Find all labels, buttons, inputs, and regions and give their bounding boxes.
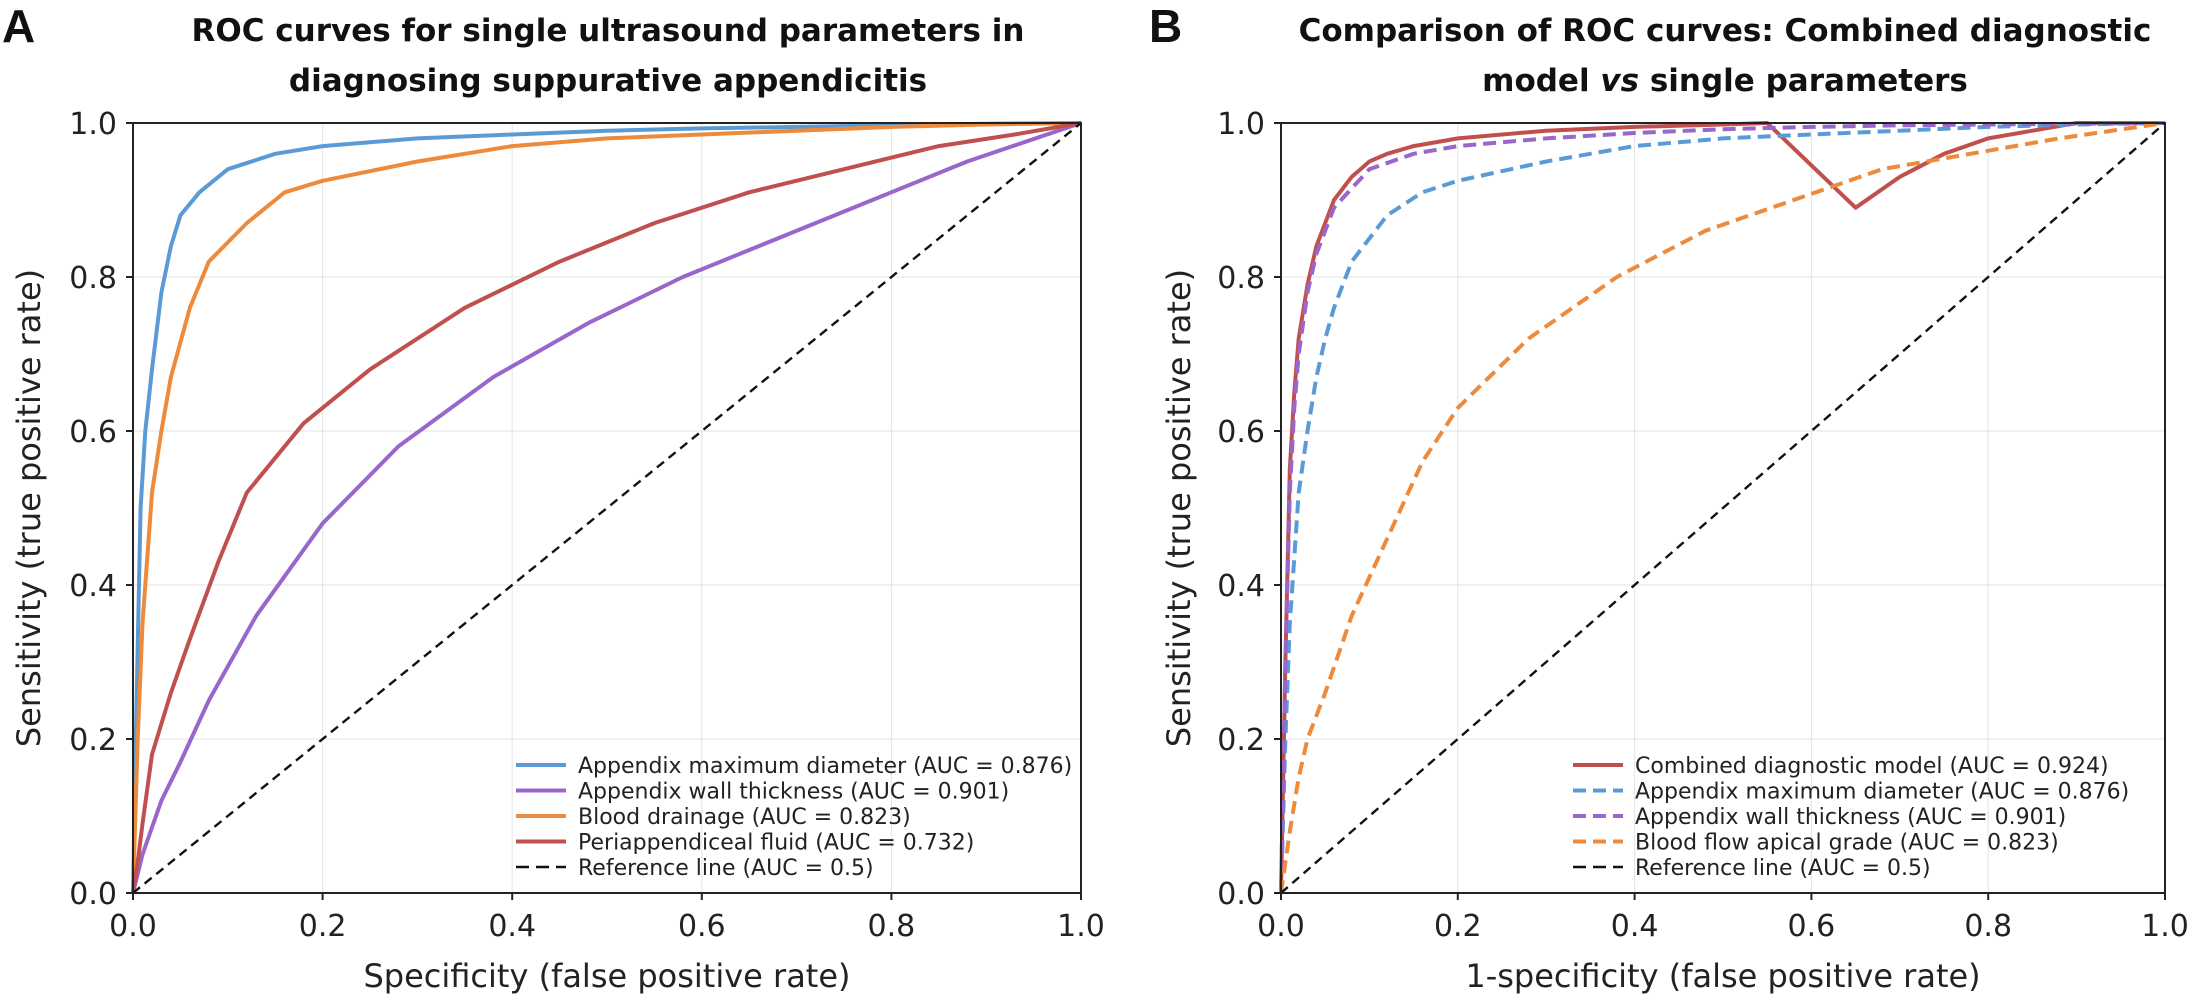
series-line xyxy=(131,121,1082,894)
series-line xyxy=(1280,122,2166,894)
y-axis-label: Sensitivity (true positive rate) xyxy=(1160,269,1198,747)
series-line xyxy=(131,121,1082,894)
y-tick-label: 0.6 xyxy=(69,415,117,450)
y-axis-label: Sensitivity (true positive rate) xyxy=(10,269,48,747)
legend-label: Periappendiceal fluid (AUC = 0.732) xyxy=(578,831,974,856)
y-tick-label: 0.2 xyxy=(69,723,117,758)
panel-a: A ROC curves for single ultrasound parame… xyxy=(2,0,1105,995)
chart-title-line: diagnosing suppurative appendicitis xyxy=(289,63,927,99)
chart-title-line: Comparison of ROC curves: Combined diagn… xyxy=(1299,13,2152,49)
y-tick-label: 0.4 xyxy=(1217,569,1265,604)
legend-label: Appendix maximum diameter (AUC = 0.876) xyxy=(1635,780,2129,805)
series-line xyxy=(131,121,1082,894)
x-tick-label: 0.4 xyxy=(1611,909,1659,944)
x-axis-label: 1-specificity (false positive rate) xyxy=(1465,957,1980,995)
y-tick-label: 0.8 xyxy=(69,261,117,296)
legend-label: Reference line (AUC = 0.5) xyxy=(578,856,874,881)
plot-frame xyxy=(1280,122,2166,894)
series-line xyxy=(131,121,1082,894)
legend-label: Appendix maximum diameter (AUC = 0.876) xyxy=(578,754,1072,779)
x-tick-label: 1.0 xyxy=(1057,909,1105,944)
y-tick-label: 0.4 xyxy=(69,569,117,604)
chart-title-line: model vs single parameters xyxy=(1482,63,1968,99)
y-tick-label: 1.0 xyxy=(1217,107,1265,142)
x-tick-label: 0.2 xyxy=(1434,909,1482,944)
legend-label: Blood drainage (AUC = 0.823) xyxy=(578,805,911,830)
x-tick-label: 1.0 xyxy=(2141,909,2188,944)
legend-label: Blood flow apical grade (AUC = 0.823) xyxy=(1635,831,2059,856)
legend-label: Appendix wall thickness (AUC = 0.901) xyxy=(578,780,1009,805)
x-tick-label: 0.4 xyxy=(488,909,536,944)
series-line xyxy=(1279,121,2165,894)
x-axis-label: Specificity (false positive rate) xyxy=(363,957,850,995)
series-line xyxy=(1279,121,2166,894)
legend-label: Combined diagnostic model (AUC = 0.924) xyxy=(1635,754,2109,779)
chart-title-line: ROC curves for single ultrasound paramet… xyxy=(192,13,1025,49)
x-tick-label: 0.2 xyxy=(299,909,347,944)
x-tick-label: 0.0 xyxy=(1257,909,1305,944)
x-tick-label: 0.6 xyxy=(678,909,726,944)
y-tick-label: 0.2 xyxy=(1217,723,1265,758)
x-tick-label: 0.8 xyxy=(1964,909,2012,944)
series-line xyxy=(132,122,1082,894)
panel-letter: B xyxy=(1149,0,1182,52)
legend-label: Appendix wall thickness (AUC = 0.901) xyxy=(1635,805,2066,830)
y-tick-label: 0.6 xyxy=(1217,415,1265,450)
y-tick-label: 0.0 xyxy=(69,877,117,912)
y-tick-label: 0.8 xyxy=(1217,261,1265,296)
y-tick-label: 0.0 xyxy=(1217,877,1265,912)
legend: Combined diagnostic model (AUC = 0.924)A… xyxy=(1573,754,2129,881)
series-line xyxy=(1279,121,2166,894)
series-line xyxy=(1279,121,2166,894)
y-tick-label: 1.0 xyxy=(69,107,117,142)
panel-letter: A xyxy=(2,0,35,52)
x-tick-label: 0.8 xyxy=(868,909,916,944)
x-tick-label: 0.0 xyxy=(109,909,157,944)
legend-label: Reference line (AUC = 0.5) xyxy=(1635,856,1931,881)
x-tick-label: 0.6 xyxy=(1788,909,1836,944)
plot-frame xyxy=(132,122,1082,894)
legend: Appendix maximum diameter (AUC = 0.876)A… xyxy=(516,754,1072,881)
panel-b: B Comparison of ROC curves: Combined diag… xyxy=(1149,0,2188,995)
